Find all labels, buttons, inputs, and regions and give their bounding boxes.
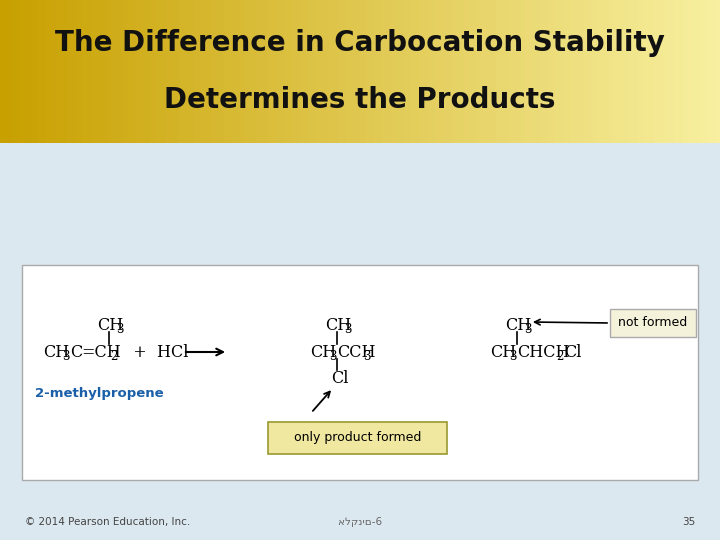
Text: +  HCl: + HCl [123,344,189,361]
Text: Cl: Cl [331,370,348,387]
Text: 3: 3 [509,350,516,363]
Text: The Difference in Carbocation Stability: The Difference in Carbocation Stability [55,29,665,57]
Text: CH: CH [325,317,351,334]
Text: =CH: =CH [81,344,121,361]
FancyBboxPatch shape [22,265,698,480]
Text: 3: 3 [116,323,124,336]
Text: 35: 35 [682,517,695,527]
Text: CH: CH [97,317,123,334]
Text: not formed: not formed [618,316,688,329]
Text: CCH: CCH [337,344,376,361]
Text: 3: 3 [344,323,351,336]
Text: CH: CH [505,317,531,334]
Text: 3: 3 [363,350,371,363]
Text: 2: 2 [110,350,117,363]
Text: 3: 3 [524,323,531,336]
Text: 2: 2 [556,350,563,363]
Text: 3: 3 [329,350,336,363]
Text: 2-methylpropene: 2-methylpropene [35,387,163,400]
Text: only product formed: only product formed [294,431,421,444]
Text: CHCH: CHCH [517,344,570,361]
Text: 3: 3 [62,350,70,363]
Text: CH: CH [43,344,69,361]
FancyBboxPatch shape [610,309,696,337]
Text: Cl: Cl [564,344,582,361]
Text: CH: CH [310,344,336,361]
Text: אלקנים-6: אלקנים-6 [338,517,382,527]
Text: CH: CH [490,344,516,361]
FancyBboxPatch shape [268,422,447,454]
Text: C: C [70,344,82,361]
Text: © 2014 Pearson Education, Inc.: © 2014 Pearson Education, Inc. [25,517,190,527]
Text: Determines the Products: Determines the Products [164,86,556,114]
